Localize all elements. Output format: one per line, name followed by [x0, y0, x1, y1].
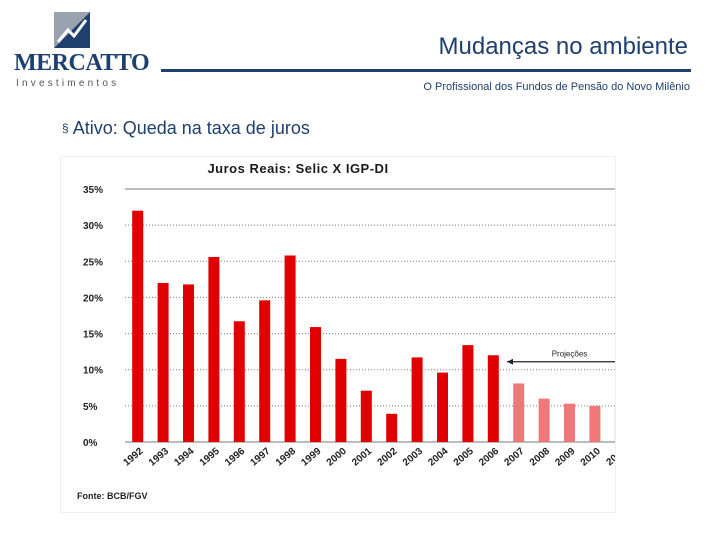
bullet-point: § Ativo: Queda na taxa de juros: [62, 118, 310, 139]
y-tick-label: 25%: [83, 257, 103, 268]
title-divider: [161, 69, 691, 72]
y-tick-label: 30%: [83, 221, 103, 232]
logo-name: MERCATTO: [14, 50, 150, 76]
bar: [589, 405, 601, 442]
bar: [183, 284, 194, 442]
x-tick-label: 1996: [223, 446, 247, 469]
logo-mark-dark: [54, 12, 90, 48]
x-tick-label: 2009: [553, 446, 577, 469]
x-tick-label: 1999: [299, 446, 323, 469]
x-tick-label: 2001: [350, 446, 374, 469]
x-tick-label: 2007: [503, 446, 527, 469]
bar: [437, 372, 448, 442]
y-tick-label: 15%: [83, 330, 103, 341]
y-tick-label: 0%: [83, 438, 98, 449]
y-tick-label: 20%: [83, 293, 103, 304]
x-tick-label: 1992: [122, 446, 146, 469]
bullet-text: Ativo: Queda na taxa de juros: [72, 118, 310, 138]
bar: [132, 210, 144, 442]
x-tick-label: 2006: [477, 446, 501, 469]
bar: [335, 358, 347, 442]
projection-label: Projeções: [552, 350, 588, 359]
company-logo: MERCATTO Investimentos: [14, 12, 150, 89]
bar: [284, 255, 296, 442]
x-tick-label: 1995: [198, 446, 222, 469]
bar: [487, 355, 499, 442]
x-tick-label: 2008: [528, 446, 552, 469]
chart-panel: Juros Reais: Selic X IGP-DI 0% 5% 10% 15% 20%…: [60, 156, 616, 513]
bar: [208, 256, 220, 442]
x-tick-label: 2011: [605, 446, 615, 469]
x-tick-label: 1994: [172, 446, 196, 469]
y-tick-label: 35%: [83, 185, 103, 196]
y-tick-label: 10%: [83, 366, 103, 377]
bar: [386, 413, 398, 442]
bar: [513, 383, 525, 442]
bar: [564, 403, 575, 442]
logo-mark-icon: [54, 12, 90, 48]
bar: [538, 398, 550, 442]
x-tick-label: 2002: [376, 446, 400, 469]
x-tick-label: 2000: [325, 446, 349, 469]
x-tick-label: 2005: [452, 446, 476, 469]
bar: [462, 345, 474, 442]
chart-title: Juros Reais: Selic X IGP-DI: [207, 161, 388, 176]
bar-chart: Juros Reais: Selic X IGP-DI 0% 5% 10% 15% 20%…: [77, 161, 615, 501]
logo-tagline: Investimentos: [16, 78, 120, 89]
bar: [411, 357, 423, 442]
bar: [157, 282, 169, 442]
bullet-mark: §: [62, 121, 69, 135]
chart-source: Fonte: BCB/FGV: [77, 491, 148, 501]
x-tick-label: 1997: [249, 446, 273, 469]
bar: [310, 327, 321, 442]
x-tick-label: 2010: [579, 446, 603, 469]
page-title: Mudanças no ambiente: [438, 33, 689, 60]
x-tick-label: 2004: [426, 446, 450, 469]
bar: [259, 300, 271, 442]
bar: [233, 321, 245, 442]
logo-mark-line: [56, 19, 88, 43]
x-tick-label: 1998: [274, 446, 298, 469]
x-tick-label: 1993: [147, 446, 171, 469]
page-subtitle: O Profissional dos Fundos de Pensão do N…: [423, 81, 690, 93]
projection-arrow-left-head: [507, 358, 513, 365]
y-tick-label: 5%: [83, 402, 98, 413]
x-tick-label: 2003: [401, 446, 425, 469]
bar: [360, 390, 372, 442]
